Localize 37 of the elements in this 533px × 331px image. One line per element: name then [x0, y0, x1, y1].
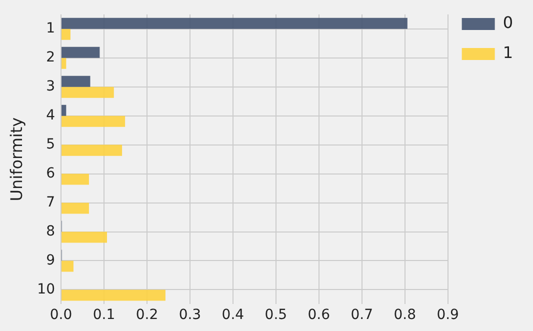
- y-tick-label: 4: [46, 107, 56, 124]
- bar: [62, 86, 114, 98]
- bar: [62, 174, 89, 185]
- y-tick-label: 1: [46, 20, 56, 37]
- bar: [62, 18, 408, 29]
- y-tick-label: 9: [46, 252, 56, 268]
- y-tick-label: 2: [46, 50, 56, 66]
- x-tick-label: 0.3: [178, 307, 202, 324]
- bar: [62, 46, 100, 58]
- y-tick-label: 6: [46, 165, 56, 182]
- bar: [62, 28, 70, 40]
- y-tick-label: 7: [46, 194, 56, 210]
- bar: [62, 232, 107, 243]
- x-tick-label: 0.2: [136, 307, 158, 324]
- bar: [62, 260, 74, 272]
- x-tick-label: 0.8: [394, 307, 416, 324]
- x-tick-label: 0.0: [50, 307, 72, 324]
- bar: [62, 144, 122, 156]
- bar: [62, 104, 66, 116]
- bar: [62, 116, 126, 127]
- y-tick-label: 10: [37, 281, 56, 298]
- y-tick-label: 5: [46, 136, 56, 152]
- bar: [62, 76, 90, 87]
- legend-label: 0: [502, 13, 514, 32]
- bar: [62, 290, 166, 301]
- y-tick-label: 8: [46, 223, 56, 240]
- x-tick-label: 0.6: [308, 307, 330, 324]
- legend-label: 1: [502, 43, 514, 62]
- x-tick-label: 0.1: [92, 307, 116, 324]
- bar: [62, 58, 66, 69]
- x-tick-label: 0.4: [222, 307, 244, 324]
- x-tick-label: 0.9: [436, 307, 459, 324]
- y-axis-title: Uniformity: [6, 117, 26, 202]
- y-tick-label: 3: [46, 78, 56, 94]
- x-tick-label: 0.7: [350, 307, 373, 324]
- bar: [62, 202, 89, 214]
- x-tick-label: 0.5: [264, 307, 288, 324]
